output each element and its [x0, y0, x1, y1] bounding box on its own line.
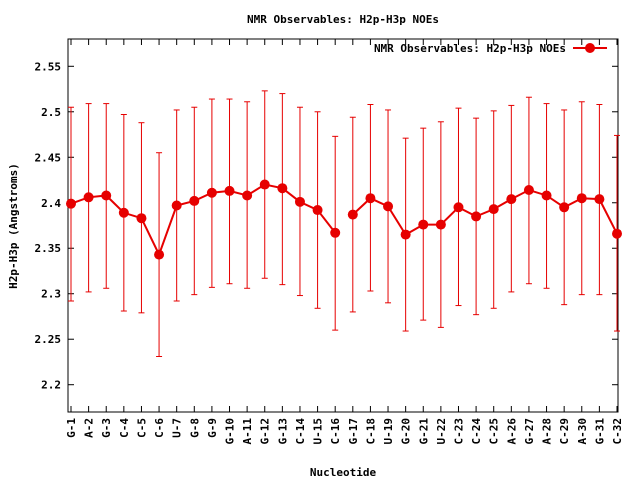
data-point: [206, 187, 217, 198]
series-line: [352, 188, 618, 236]
x-tick-label: C-4: [118, 418, 131, 438]
x-tick-label: G-13: [276, 418, 289, 445]
data-point: [488, 204, 499, 215]
series-line: [70, 183, 336, 258]
x-tick-labels: G-1 A-2 G-3 C-4 C-5 C-6 U-7 G-8 G-9 G-10 A-11 G-12 G…: [65, 418, 624, 445]
x-tick-label: G-21: [417, 418, 430, 445]
data-point: [66, 198, 76, 209]
y-tick-label: 2.25: [35, 333, 62, 346]
x-tick-label: G-27: [523, 418, 536, 445]
x-tick-label: A-26: [505, 418, 518, 445]
data-points: [66, 179, 622, 260]
data-point: [347, 209, 358, 220]
data-point: [418, 219, 429, 230]
x-tick-label: A-2: [83, 418, 96, 438]
data-point: [365, 193, 376, 204]
data-point: [523, 185, 534, 196]
data-point: [576, 193, 587, 204]
series-lines: [70, 183, 618, 258]
x-tick-label: C-23: [452, 418, 465, 445]
x-tick-label: G-10: [224, 418, 237, 445]
x-tick-label: G-12: [259, 418, 272, 445]
data-point: [224, 185, 235, 196]
y-axis-label: H2p-H3p (Angstroms): [7, 163, 20, 289]
data-point: [506, 194, 517, 205]
x-tick-label: U-22: [435, 418, 448, 445]
error-bars: [68, 90, 620, 358]
x-tick-label: U-7: [171, 418, 184, 438]
data-point: [559, 202, 570, 213]
y-tick-labels: 2.2 2.25 2.3 2.35 2.4 2.45 2.5 2.55: [35, 60, 62, 391]
x-tick-label: G-31: [593, 418, 606, 445]
axis-ticks: [68, 39, 618, 412]
data-point: [383, 201, 394, 212]
y-tick-label: 2.2: [41, 379, 61, 392]
x-tick-label: G-1: [65, 418, 78, 438]
x-tick-label: C-24: [470, 418, 483, 445]
data-point: [453, 202, 464, 213]
x-tick-label: C-5: [135, 418, 148, 438]
data-point: [136, 213, 147, 224]
data-point: [594, 194, 605, 205]
data-point: [83, 192, 94, 203]
x-tick-label: G-3: [100, 418, 113, 438]
x-tick-label: G-8: [188, 418, 201, 438]
y-tick-label: 2.4: [41, 197, 61, 210]
data-point: [612, 228, 622, 239]
data-point: [400, 229, 411, 240]
data-point: [259, 179, 270, 190]
x-tick-label: G-17: [347, 418, 360, 445]
x-tick-label: C-6: [153, 418, 166, 438]
legend: NMR Observables: H2p-H3p NOEs: [374, 42, 607, 55]
data-point: [312, 205, 323, 216]
x-tick-label: A-30: [576, 418, 589, 445]
data-point: [277, 183, 288, 194]
data-point: [189, 195, 200, 206]
data-point: [435, 219, 446, 230]
data-point: [154, 249, 165, 260]
x-tick-label: C-29: [558, 418, 571, 445]
data-point: [330, 227, 341, 238]
x-tick-label: C-16: [329, 418, 342, 445]
data-point: [242, 190, 253, 201]
x-tick-label: C-14: [294, 418, 307, 445]
data-point: [118, 207, 129, 218]
y-tick-label: 2.45: [35, 151, 62, 164]
x-tick-label: C-32: [611, 418, 624, 445]
data-point: [294, 196, 305, 207]
x-tick-label: A-28: [541, 418, 554, 445]
legend-marker: [585, 43, 595, 53]
data-point: [101, 190, 112, 201]
x-tick-label: G-9: [206, 418, 219, 438]
x-tick-label: U-15: [312, 418, 325, 445]
chart-title: NMR Observables: H2p-H3p NOEs: [247, 13, 439, 26]
x-tick-label: U-19: [382, 418, 395, 445]
x-axis-label: Nucleotide: [310, 466, 377, 479]
legend-label: NMR Observables: H2p-H3p NOEs: [374, 42, 566, 55]
data-point: [541, 190, 552, 201]
x-tick-label: G-20: [400, 418, 413, 445]
x-tick-label: C-18: [364, 418, 377, 445]
plot-frame: [67, 38, 619, 413]
data-point: [471, 211, 482, 222]
y-tick-label: 2.5: [41, 106, 61, 119]
data-point: [171, 200, 182, 211]
y-tick-label: 2.55: [35, 60, 62, 73]
x-tick-label: C-25: [488, 418, 501, 445]
x-tick-label: A-11: [241, 418, 254, 445]
y-tick-label: 2.3: [41, 288, 61, 301]
y-tick-label: 2.35: [35, 242, 62, 255]
